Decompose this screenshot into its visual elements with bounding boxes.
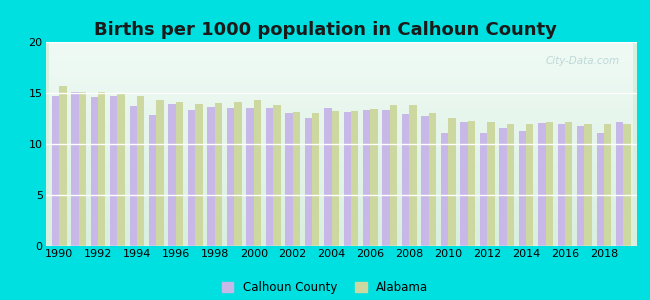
- Bar: [254, 100, 261, 246]
- Bar: [227, 108, 234, 246]
- Bar: [285, 113, 293, 246]
- Bar: [480, 133, 488, 246]
- Bar: [538, 123, 545, 246]
- Bar: [118, 94, 125, 246]
- Bar: [207, 107, 214, 246]
- Bar: [577, 126, 584, 246]
- Bar: [246, 108, 254, 246]
- Bar: [137, 96, 144, 246]
- Bar: [499, 128, 506, 246]
- Bar: [188, 110, 195, 246]
- Bar: [370, 109, 378, 246]
- Bar: [324, 108, 332, 246]
- Bar: [332, 111, 339, 246]
- Bar: [351, 111, 358, 246]
- Legend: Calhoun County, Alabama: Calhoun County, Alabama: [222, 281, 428, 294]
- Bar: [305, 118, 312, 246]
- Bar: [234, 102, 242, 246]
- Bar: [429, 113, 436, 246]
- Bar: [584, 124, 592, 246]
- Bar: [468, 121, 475, 246]
- Bar: [98, 92, 105, 246]
- Bar: [410, 105, 417, 246]
- Text: Births per 1000 population in Calhoun County: Births per 1000 population in Calhoun Co…: [94, 21, 556, 39]
- Bar: [448, 118, 456, 246]
- Bar: [597, 133, 604, 246]
- Bar: [72, 92, 79, 246]
- Bar: [382, 110, 390, 246]
- Bar: [168, 104, 176, 246]
- Bar: [402, 114, 410, 246]
- Bar: [312, 113, 319, 246]
- Bar: [488, 122, 495, 246]
- Bar: [526, 124, 534, 246]
- Bar: [506, 124, 514, 246]
- Bar: [90, 97, 98, 246]
- Text: City-Data.com: City-Data.com: [545, 56, 619, 66]
- Bar: [616, 122, 623, 246]
- Bar: [565, 122, 573, 246]
- Bar: [460, 122, 468, 246]
- Bar: [195, 104, 203, 246]
- Bar: [292, 112, 300, 246]
- Bar: [441, 133, 448, 246]
- Bar: [52, 96, 59, 246]
- Bar: [110, 96, 118, 246]
- Bar: [273, 105, 281, 246]
- Bar: [604, 124, 611, 246]
- Bar: [59, 86, 66, 246]
- Bar: [79, 92, 86, 246]
- Bar: [545, 122, 553, 246]
- Bar: [157, 100, 164, 246]
- Bar: [558, 124, 565, 246]
- Bar: [214, 103, 222, 246]
- Bar: [176, 102, 183, 246]
- Bar: [129, 106, 137, 246]
- Bar: [266, 108, 273, 246]
- Bar: [623, 124, 630, 246]
- Bar: [344, 112, 351, 246]
- Bar: [421, 116, 429, 246]
- Bar: [519, 131, 526, 246]
- Bar: [149, 116, 157, 246]
- Bar: [363, 110, 370, 246]
- Bar: [390, 105, 397, 246]
